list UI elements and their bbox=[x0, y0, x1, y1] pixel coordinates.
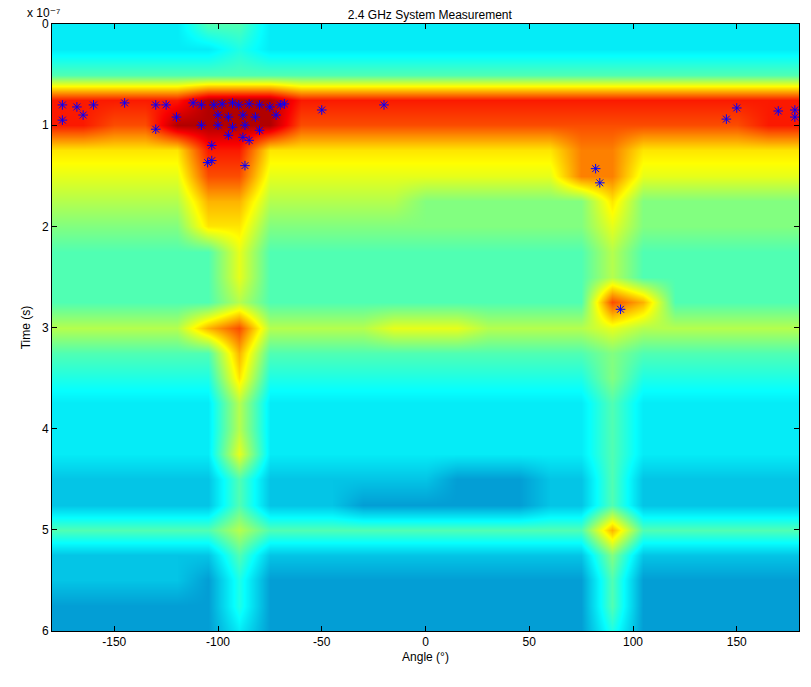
svg-text:50: 50 bbox=[523, 635, 537, 649]
svg-text:Time (s): Time (s) bbox=[19, 306, 33, 350]
svg-text:0: 0 bbox=[422, 635, 429, 649]
svg-text:-50: -50 bbox=[313, 635, 331, 649]
svg-text:1: 1 bbox=[42, 118, 49, 132]
svg-text:x 10⁻⁷: x 10⁻⁷ bbox=[27, 6, 60, 20]
svg-text:3: 3 bbox=[42, 321, 49, 335]
svg-text:-100: -100 bbox=[206, 635, 230, 649]
svg-text:0: 0 bbox=[42, 17, 49, 31]
svg-text:Angle (°): Angle (°) bbox=[402, 650, 449, 664]
svg-text:2: 2 bbox=[42, 220, 49, 234]
svg-text:2.4 GHz System Measurement: 2.4 GHz System Measurement bbox=[348, 8, 513, 22]
svg-text:5: 5 bbox=[42, 523, 49, 537]
svg-text:6: 6 bbox=[42, 624, 49, 638]
svg-text:100: 100 bbox=[623, 635, 643, 649]
svg-text:4: 4 bbox=[42, 422, 49, 436]
svg-text:150: 150 bbox=[727, 635, 747, 649]
svg-text:-150: -150 bbox=[102, 635, 126, 649]
